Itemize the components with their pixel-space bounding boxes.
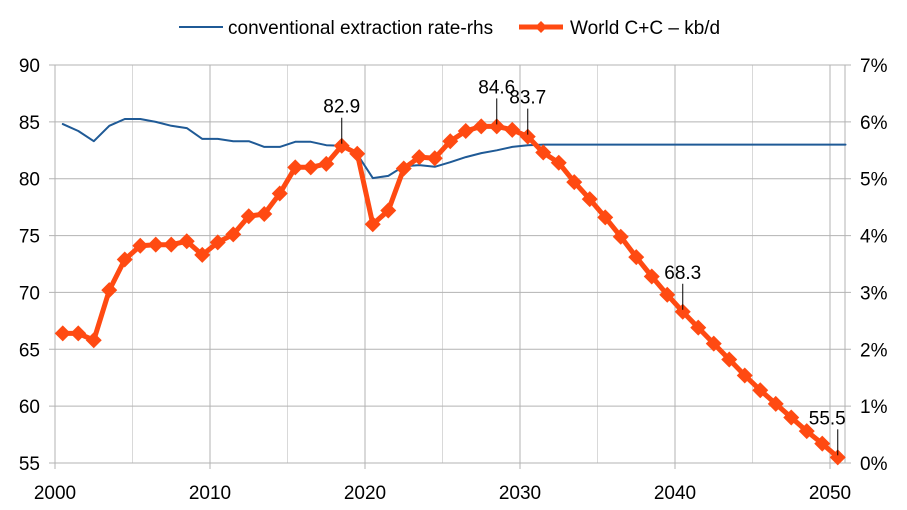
y2-tick-label: 4%: [860, 227, 888, 248]
y-tick-label: 70: [19, 283, 40, 304]
data-point-marker: [271, 185, 288, 202]
y2-tick-label: 3%: [860, 283, 888, 304]
y-tick-label: 80: [19, 170, 40, 191]
y2-tick-label: 7%: [860, 56, 888, 77]
axes: 55 60 65 70 75 80 85 90 0% 1% 2% 3% 4% 5% 6% 7% 2000 2010…: [19, 56, 888, 504]
data-point-marker: [225, 226, 242, 243]
y2-tick-label: 0%: [860, 454, 888, 475]
data-point-marker: [814, 435, 831, 452]
data-point-marker: [333, 137, 350, 154]
data-point-marker: [256, 205, 273, 222]
y-tick-label: 90: [19, 56, 40, 77]
data-point-marker: [302, 159, 319, 176]
legend-label-world-cc: World C+C – kb/d: [570, 18, 720, 39]
data-point-marker: [395, 160, 412, 177]
data-label: 84.6: [478, 77, 515, 98]
legend-diamond-marker-icon: [535, 21, 547, 33]
data-point-marker: [163, 236, 180, 253]
data-labels: 82.9 84.683.7 68.3 55.5: [323, 77, 846, 456]
data-point-marker: [85, 332, 102, 349]
x-tick-label: 2030: [499, 483, 541, 504]
series-line: [60, 123, 841, 460]
data-point-marker: [457, 122, 474, 139]
data-point-marker: [287, 159, 304, 176]
data-point-marker: [426, 150, 443, 167]
y-tick-label: 60: [19, 397, 40, 418]
data-point-marker: [116, 251, 133, 268]
data-point-marker: [783, 409, 800, 426]
data-point-marker: [380, 202, 397, 219]
y-tick-label: 85: [19, 113, 40, 134]
x-tick-label: 2050: [809, 483, 851, 504]
data-point-marker: [767, 395, 784, 412]
data-point-marker: [54, 325, 71, 342]
data-point-marker: [240, 208, 257, 225]
y-tick-label: 75: [19, 227, 40, 248]
series-layer: [54, 118, 847, 466]
data-point-marker: [318, 155, 335, 172]
data-point-marker: [566, 174, 583, 191]
y-tick-label: 65: [19, 340, 40, 361]
data-label: 68.3: [664, 263, 701, 284]
data-point-marker: [349, 145, 366, 162]
data-label: 82.9: [323, 97, 360, 118]
data-point-marker: [411, 149, 428, 166]
data-point-marker: [612, 228, 629, 245]
data-point-marker: [597, 209, 614, 226]
data-point-marker: [178, 233, 195, 250]
y2-tick-label: 5%: [860, 170, 888, 191]
data-point-marker: [643, 268, 660, 285]
series-extraction-rate: [61, 118, 847, 180]
data-point-marker: [473, 118, 490, 135]
legend: conventional extraction rate-rhs World C…: [179, 18, 720, 39]
data-label: 83.7: [509, 88, 546, 109]
x-tick-label: 2010: [189, 483, 231, 504]
y-tick-label: 55: [19, 454, 40, 475]
data-point-marker: [705, 335, 722, 352]
y2-tick-label: 6%: [860, 113, 888, 134]
data-point-marker: [132, 237, 149, 254]
data-point-marker: [101, 282, 118, 299]
data-point-marker: [488, 118, 505, 135]
data-point-marker: [535, 144, 552, 161]
data-point-marker: [829, 449, 846, 466]
data-point-marker: [690, 319, 707, 336]
data-point-marker: [504, 121, 521, 138]
y2-tick-label: 2%: [860, 340, 888, 361]
data-point-marker: [628, 249, 645, 266]
data-point-marker: [209, 234, 226, 251]
data-point-marker: [147, 236, 164, 253]
data-point-marker: [194, 246, 211, 263]
data-point-marker: [752, 382, 769, 399]
x-tick-label: 2000: [34, 483, 76, 504]
x-tick-label: 2040: [654, 483, 696, 504]
data-point-marker: [798, 423, 815, 440]
data-point-marker: [70, 325, 87, 342]
data-point-marker: [550, 154, 567, 171]
data-point-marker: [736, 367, 753, 384]
data-point-marker: [721, 351, 738, 368]
series-line: [61, 118, 847, 180]
data-point-marker: [364, 216, 381, 233]
data-point-marker: [442, 133, 459, 150]
x-tick-label: 2020: [344, 483, 386, 504]
legend-label-extraction-rate: conventional extraction rate-rhs: [228, 18, 493, 39]
data-point-marker: [674, 303, 691, 320]
data-point-marker: [659, 286, 676, 303]
y2-tick-label: 1%: [860, 397, 888, 418]
data-point-marker: [519, 128, 536, 145]
data-label: 55.5: [809, 408, 846, 429]
series-world-cc: [54, 118, 846, 466]
data-point-marker: [581, 191, 598, 208]
